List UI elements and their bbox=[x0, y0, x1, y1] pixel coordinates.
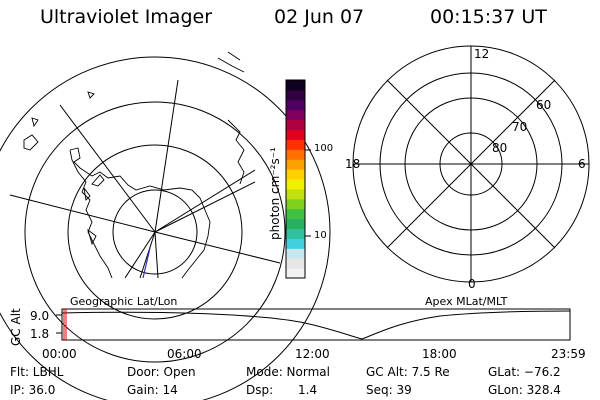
x-tick-1200: 12:00 bbox=[295, 347, 330, 361]
lat-circle-60 bbox=[24, 101, 286, 363]
x-tick-0600: 06:00 bbox=[167, 347, 202, 361]
colorbar-band bbox=[286, 258, 305, 269]
altitude-axis-label: GC Alt bbox=[9, 308, 23, 346]
dsp-label: Dsp: bbox=[246, 383, 274, 397]
colorbar-band bbox=[286, 129, 305, 140]
altitude-curve bbox=[61, 310, 571, 340]
meridian-line bbox=[154, 231, 159, 279]
magnetic-map-label: Apex MLat/MLT bbox=[425, 295, 508, 308]
colorbar-unit: photon cm⁻²s⁻¹ bbox=[268, 147, 282, 240]
lat-circle-70 bbox=[67, 144, 243, 320]
satellite-track bbox=[142, 247, 151, 279]
colorbar-frame bbox=[285, 79, 306, 279]
date-label: 02 Jun 07 bbox=[274, 6, 365, 28]
lat-circle-50 bbox=[0, 56, 331, 400]
colorbar-band bbox=[286, 119, 305, 130]
y-tick-9: 9.0 bbox=[30, 309, 49, 323]
mlt-label-6: 6 bbox=[578, 157, 586, 171]
meridian-line bbox=[154, 231, 281, 264]
lat-circle-80 bbox=[112, 189, 198, 275]
coastline-fragments bbox=[23, 91, 245, 185]
colorbar bbox=[286, 80, 305, 279]
mlt-axis-diagonal bbox=[386, 79, 556, 249]
colorbar-tick-100: 100 bbox=[314, 143, 333, 154]
geographic-map-label: Geographic Lat/Lon bbox=[70, 295, 178, 308]
meridian-line bbox=[154, 169, 256, 233]
meridian-line bbox=[154, 181, 256, 233]
colorbar-band bbox=[286, 169, 305, 180]
colorbar-band bbox=[286, 208, 305, 220]
colorbar-band bbox=[286, 179, 305, 190]
meridian-line bbox=[124, 231, 156, 279]
meridian-line bbox=[59, 104, 156, 233]
door-status: Door: Open bbox=[127, 365, 196, 379]
colorbar-band bbox=[286, 198, 305, 210]
colorbar-band bbox=[286, 89, 305, 101]
altitude-plot-frame bbox=[61, 308, 571, 341]
colorbar-band bbox=[286, 248, 305, 259]
colorbar-band bbox=[286, 80, 305, 91]
altitude-plot bbox=[56, 308, 571, 341]
glat-status: GLat: −76.2 bbox=[488, 365, 561, 379]
mlat-label-70: 70 bbox=[512, 120, 527, 134]
coastline-islands bbox=[83, 174, 105, 246]
coastline-fragments bbox=[217, 51, 245, 73]
meridian-line bbox=[9, 194, 156, 233]
app-title: Ultraviolet Imager bbox=[40, 6, 213, 28]
mode-status: Mode: Normal bbox=[246, 365, 330, 379]
meridian-line bbox=[154, 79, 179, 233]
seq-status: Seq: 39 bbox=[366, 383, 412, 397]
colorbar-band bbox=[286, 238, 305, 249]
meridian-line bbox=[139, 231, 156, 279]
geographic-map bbox=[0, 51, 331, 400]
filter-status: Flt: LBHL bbox=[10, 365, 64, 379]
magnetic-polar-grid bbox=[352, 45, 590, 283]
colorbar-band bbox=[286, 188, 305, 200]
colorbar-band bbox=[286, 228, 305, 239]
gain-status: Gain: 14 bbox=[127, 383, 178, 397]
time-label: 00:15:37 UT bbox=[430, 6, 547, 28]
colorbar-band bbox=[286, 149, 305, 160]
mlt-label-0: 0 bbox=[468, 277, 476, 291]
x-tick-1800: 18:00 bbox=[422, 347, 457, 361]
colorbar-band bbox=[286, 268, 305, 279]
dsp-value: 1.4 bbox=[298, 383, 318, 397]
colorbar-band bbox=[286, 99, 305, 111]
x-tick-0000: 00:00 bbox=[42, 347, 77, 361]
glon-status: GLon: 328.4 bbox=[488, 383, 561, 397]
colorbar-band bbox=[286, 159, 305, 170]
coastline bbox=[69, 147, 211, 279]
colorbar-band bbox=[286, 139, 305, 150]
y-tick-1-8: 1.8 bbox=[30, 327, 49, 341]
gc-alt-status: GC Alt: 7.5 Re bbox=[366, 365, 450, 379]
colorbar-tick-10: 10 bbox=[314, 230, 327, 241]
mlt-label-18: 18 bbox=[345, 157, 360, 171]
mlt-label-12: 12 bbox=[474, 47, 489, 61]
colorbar-band bbox=[286, 218, 305, 229]
ip-status: IP: 36.0 bbox=[10, 383, 56, 397]
mlat-label-80: 80 bbox=[492, 141, 507, 155]
mlat-label-60: 60 bbox=[536, 98, 551, 112]
colorbar-band bbox=[286, 109, 305, 121]
x-tick-2359: 23:59 bbox=[551, 347, 586, 361]
